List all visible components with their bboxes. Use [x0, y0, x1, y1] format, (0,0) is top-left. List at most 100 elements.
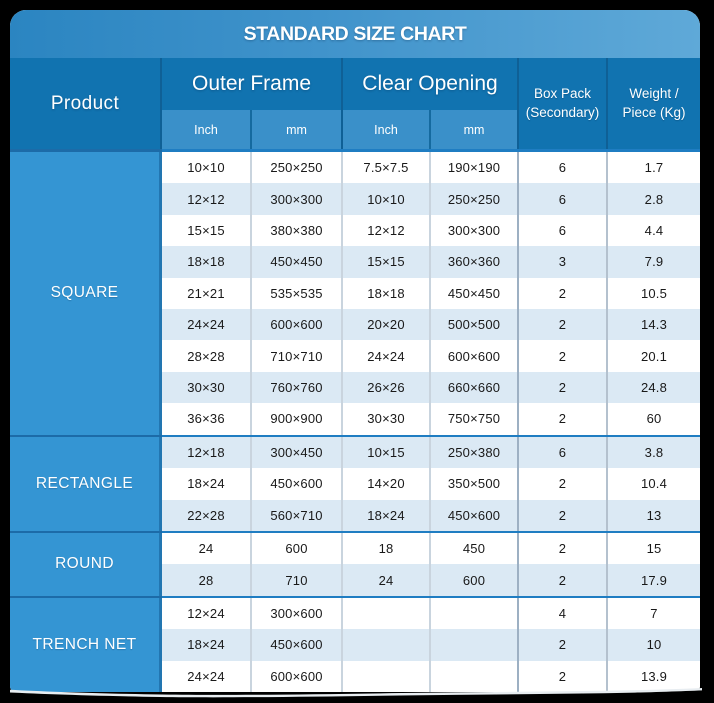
cell-box-pack: 6 [519, 436, 608, 469]
table-row: 24×24 600×600 2 13.9 [162, 660, 700, 692]
header-weight: Weight / Piece (Kg) [608, 58, 700, 149]
cell-weight-piece: 10.5 [640, 285, 668, 301]
cell-outer-frame-inch: 10×10 [162, 152, 252, 184]
cell-outer-frame-inch: 12×24 [162, 597, 252, 630]
cell-weight-piece: 7 [650, 605, 658, 621]
cell-clear-opening-inch: 30×30 [343, 403, 431, 435]
header-box-pack-lines: Box Pack (Secondary) [526, 85, 600, 123]
product-group-square: SQUARE 10×10 250×250 7.5×7.5 190×190 6 1… [10, 152, 700, 435]
subheader-clear-opening-inch: Inch [343, 110, 431, 149]
group-divider-body-segment [162, 530, 700, 533]
cell-clear-opening-inch: 10×10 [343, 183, 431, 215]
group-divider-product-segment [10, 530, 162, 533]
cell-weight-piece: 3.8 [644, 444, 664, 460]
cell-clear-opening-mm: 350×500 [431, 468, 519, 500]
group-divider [10, 595, 700, 598]
header-divider-product-segment [10, 149, 162, 152]
cell-clear-opening-inch: 18 [343, 532, 431, 565]
cell-outer-frame-mm: 450×600 [252, 629, 343, 661]
cell-weight-piece: 20.1 [640, 348, 668, 364]
size-chart-card: STANDARD SIZE CHART Product Outer Frame … [10, 10, 700, 692]
cell-outer-frame-inch: 21×21 [162, 277, 252, 310]
cell-outer-frame-inch: 18×24 [162, 629, 252, 661]
header-group-clear-opening: Clear Opening Inch mm [343, 58, 519, 149]
product-label-trench-net: TRENCH NET [10, 597, 162, 692]
cell-weight-piece: 1.7 [644, 160, 664, 176]
table-row: 22×28 560×710 18×24 450×600 2 13 [162, 499, 700, 531]
cell-box-pack: 2 [519, 564, 608, 596]
cell-weight-piece: 10 [646, 637, 662, 653]
cell-weight-piece: 15 [646, 541, 662, 557]
cell-outer-frame-inch: 12×12 [162, 183, 252, 215]
header-weight-line1: Weight / [629, 85, 679, 101]
cell-box-pack: 2 [519, 277, 608, 310]
product-label-square: SQUARE [10, 152, 162, 435]
group-divider [10, 530, 700, 533]
cell-box-pack: 2 [519, 499, 608, 531]
cell-weight-piece: 4.4 [644, 223, 664, 239]
cell-weight-piece: 17.9 [640, 572, 668, 588]
cell-box-pack: 2 [519, 340, 608, 372]
cell-box-pack: 2 [519, 468, 608, 500]
cell-outer-frame-inch: 28×28 [162, 340, 252, 372]
cell-clear-opening-inch: 7.5×7.5 [343, 152, 431, 184]
cell-outer-frame-inch: 24 [162, 532, 252, 565]
cell-outer-frame-inch: 22×28 [162, 499, 252, 531]
table-row: 12×18 300×450 10×15 250×380 6 3.8 [162, 436, 700, 469]
product-label-rectangle: RECTANGLE [10, 436, 162, 531]
product-group-rectangle: RECTANGLE 12×18 300×450 10×15 250×380 6 … [10, 436, 700, 531]
group-rows: 12×24 300×600 4 7 18×24 450×600 2 10 24× [162, 597, 700, 692]
page-title: STANDARD SIZE CHART [243, 22, 467, 45]
header-group-outer-frame: Outer Frame Inch mm [162, 58, 343, 149]
cell-outer-frame-mm: 380×380 [252, 214, 343, 247]
cell-clear-opening-mm: 500×500 [431, 309, 519, 341]
subheader-outer-frame-inch: Inch [162, 110, 252, 149]
cell-weight-piece: 2.8 [644, 191, 664, 207]
cell-clear-opening-inch [343, 629, 431, 661]
cell-outer-frame-mm: 535×535 [252, 277, 343, 310]
cell-weight-piece: 13.9 [640, 668, 668, 684]
cell-outer-frame-mm: 600×600 [252, 309, 343, 341]
product-label-round: ROUND [10, 532, 162, 596]
cell-clear-opening-inch: 10×15 [343, 436, 431, 469]
cell-box-pack: 3 [519, 246, 608, 278]
group-divider [10, 434, 700, 437]
header-weight-lines: Weight / Piece (Kg) [622, 85, 685, 123]
table-row: 30×30 760×760 26×26 660×660 2 24.8 [162, 371, 700, 404]
cell-box-pack: 2 [519, 532, 608, 565]
cell-clear-opening-mm: 360×360 [431, 246, 519, 278]
table-row: 21×21 535×535 18×18 450×450 2 10.5 [162, 277, 700, 310]
cell-outer-frame-inch: 15×15 [162, 214, 252, 247]
subheader-clear-opening: Inch mm [343, 110, 517, 149]
cell-box-pack: 2 [519, 403, 608, 435]
cell-outer-frame-inch: 18×18 [162, 246, 252, 278]
cell-clear-opening-mm: 190×190 [431, 152, 519, 184]
group-rows: 10×10 250×250 7.5×7.5 190×190 6 1.7 12×1… [162, 152, 700, 435]
header-divider-body-segment [162, 149, 700, 152]
cell-outer-frame-inch: 28 [162, 564, 252, 596]
cell-box-pack: 2 [519, 660, 608, 692]
cell-outer-frame-inch: 36×36 [162, 403, 252, 435]
cell-clear-opening-inch: 15×15 [343, 246, 431, 278]
cell-weight-piece: 10.4 [640, 476, 668, 492]
table-row: 12×24 300×600 4 7 [162, 597, 700, 630]
cell-clear-opening-inch: 20×20 [343, 309, 431, 341]
header-outer-frame: Outer Frame [162, 58, 341, 110]
cell-outer-frame-mm: 560×710 [252, 499, 343, 531]
table-row: 36×36 900×900 30×30 750×750 2 60 [162, 403, 700, 435]
group-divider-product-segment [10, 434, 162, 437]
cell-clear-opening-mm: 600×600 [431, 340, 519, 372]
table-row: 18×18 450×450 15×15 360×360 3 7.9 [162, 246, 700, 278]
cell-outer-frame-mm: 900×900 [252, 403, 343, 435]
page-bottom-curl [0, 688, 714, 703]
group-divider-product-segment [10, 595, 162, 598]
cell-clear-opening-mm: 250×250 [431, 183, 519, 215]
cell-clear-opening-mm: 250×380 [431, 436, 519, 469]
cell-clear-opening-mm: 450×450 [431, 277, 519, 310]
cell-outer-frame-mm: 450×450 [252, 246, 343, 278]
cell-outer-frame-mm: 300×300 [252, 183, 343, 215]
cell-clear-opening-mm [431, 660, 519, 692]
cell-box-pack: 2 [519, 629, 608, 661]
table-row: 18×24 450×600 2 10 [162, 629, 700, 661]
